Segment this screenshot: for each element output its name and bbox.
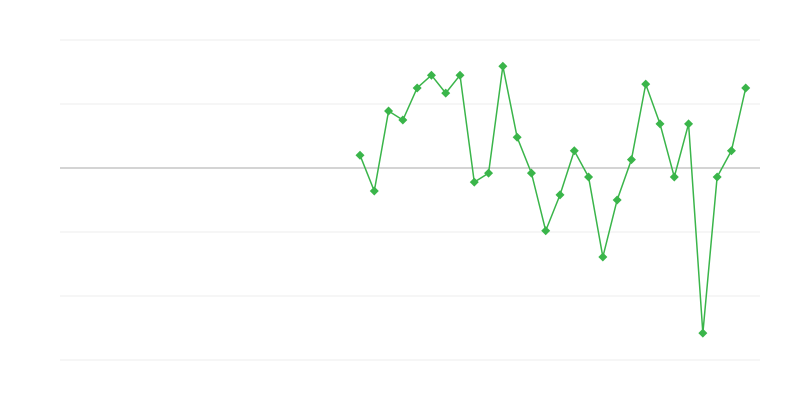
- data-point[interactable]: [498, 61, 508, 71]
- data-point[interactable]: [612, 195, 622, 205]
- data-point[interactable]: [569, 146, 579, 156]
- data-point[interactable]: [726, 146, 736, 156]
- data-point[interactable]: [384, 106, 394, 116]
- data-point[interactable]: [698, 328, 708, 338]
- data-point[interactable]: [512, 132, 522, 142]
- data-point[interactable]: [526, 168, 536, 178]
- data-point[interactable]: [626, 155, 636, 165]
- data-point[interactable]: [741, 83, 751, 93]
- data-point[interactable]: [441, 88, 451, 98]
- data-point[interactable]: [555, 190, 565, 200]
- series-line: [359, 66, 747, 334]
- data-point[interactable]: [426, 70, 436, 80]
- data-point[interactable]: [455, 70, 465, 80]
- data-point[interactable]: [584, 172, 594, 182]
- data-point[interactable]: [712, 172, 722, 182]
- data-point[interactable]: [598, 252, 608, 262]
- data-point[interactable]: [684, 119, 694, 129]
- data-point[interactable]: [669, 172, 679, 182]
- data-point[interactable]: [541, 226, 551, 236]
- data-point[interactable]: [655, 119, 665, 129]
- data-point[interactable]: [412, 83, 422, 93]
- data-point[interactable]: [641, 79, 651, 89]
- data-point[interactable]: [398, 115, 408, 125]
- data-point[interactable]: [484, 168, 494, 178]
- data-point[interactable]: [369, 186, 379, 196]
- data-point[interactable]: [469, 177, 479, 187]
- data-point[interactable]: [355, 150, 365, 160]
